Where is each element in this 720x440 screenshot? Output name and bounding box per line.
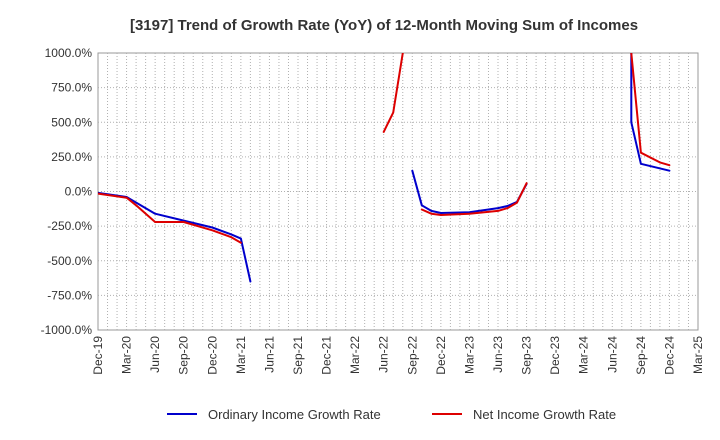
x-tick-label: Dec-22 <box>434 336 448 375</box>
legend: Ordinary Income Growth Rate Net Income Gr… <box>167 407 616 422</box>
chart-title: [3197] Trend of Growth Rate (YoY) of 12-… <box>130 17 638 34</box>
x-tick-label: Mar-25 <box>691 336 705 374</box>
grid <box>97 52 699 331</box>
x-tick-label: Mar-21 <box>234 336 248 374</box>
x-tick-label: Dec-20 <box>205 336 219 375</box>
series-line-ordinary-income-growth-rate <box>411 169 528 214</box>
x-tick-label: Jun-21 <box>262 336 276 373</box>
x-tick-label: Sep-22 <box>405 336 419 375</box>
y-tick-label: -750.0% <box>47 288 92 302</box>
x-tick-label: Sep-20 <box>177 336 191 375</box>
y-tick-label: -500.0% <box>47 254 92 268</box>
x-tick-label: Sep-24 <box>634 336 648 375</box>
y-tick-label: -250.0% <box>47 219 92 233</box>
series-layer <box>98 53 671 283</box>
legend-label: Ordinary Income Growth Rate <box>208 407 381 422</box>
x-tick-label: Mar-20 <box>120 336 134 374</box>
x-tick-label: Jun-24 <box>605 336 619 373</box>
series-net-income-growth-rate <box>98 53 671 244</box>
series-line-net-income-growth-rate <box>98 192 242 244</box>
y-tick-label: 500.0% <box>51 115 92 129</box>
x-tick-label: Jun-23 <box>491 336 505 373</box>
x-tick-label: Dec-19 <box>91 336 105 375</box>
x-tick-label: Sep-21 <box>291 336 305 375</box>
series-line-ordinary-income-growth-rate <box>98 191 252 283</box>
x-tick-label: Dec-24 <box>662 336 676 375</box>
x-tick-label: Dec-23 <box>548 336 562 375</box>
y-tick-label: 750.0% <box>51 81 92 95</box>
x-tick-label: Dec-21 <box>320 336 334 375</box>
x-tick-label: Mar-22 <box>348 336 362 374</box>
series-ordinary-income-growth-rate <box>98 53 671 283</box>
series-line-net-income-growth-rate <box>630 53 671 167</box>
x-tick-label: Sep-23 <box>520 336 534 375</box>
series-line-net-income-growth-rate <box>420 182 528 216</box>
series-line-ordinary-income-growth-rate <box>630 53 671 172</box>
x-tick-label: Jun-22 <box>377 336 391 373</box>
y-tick-label: 1000.0% <box>45 46 93 60</box>
series-line-net-income-growth-rate <box>382 53 404 133</box>
x-tick-label: Mar-23 <box>462 336 476 374</box>
axes: 1000.0% 750.0% 500.0% 250.0% 0.0% -250.0% -500… <box>41 46 705 375</box>
x-tick-label: Mar-24 <box>577 336 591 374</box>
y-tick-label: 250.0% <box>51 150 92 164</box>
y-tick-label: 0.0% <box>65 185 93 199</box>
legend-label: Net Income Growth Rate <box>473 407 616 422</box>
y-tick-label: -1000.0% <box>41 323 93 337</box>
x-tick-label: Jun-20 <box>148 336 162 373</box>
